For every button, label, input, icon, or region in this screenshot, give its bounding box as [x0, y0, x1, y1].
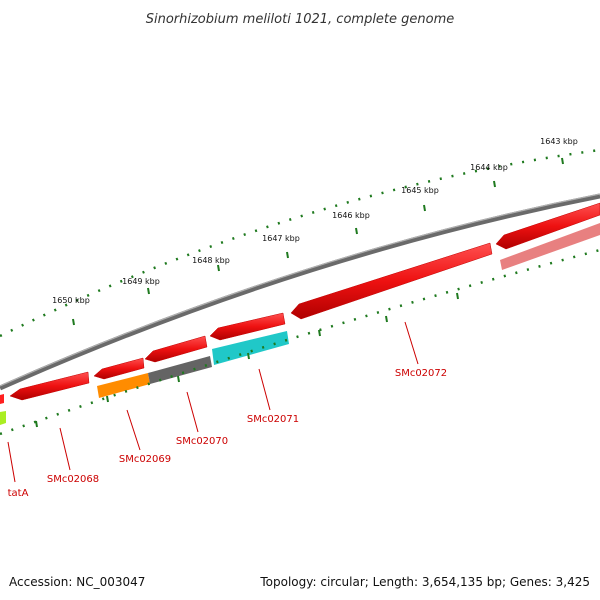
- cog-segment-orange: [97, 373, 150, 398]
- cog-segment-cyan: [212, 331, 289, 365]
- gene-SMc02070[interactable]: [144, 335, 208, 363]
- gene-SMc02071[interactable]: [209, 312, 286, 341]
- gene-label-SMc02070: SMc02070: [176, 436, 228, 447]
- gene-tatA[interactable]: [0, 394, 4, 404]
- outer-scale-ticks: [72, 157, 564, 326]
- cog-segment-gray: [148, 356, 212, 384]
- scale-label-1650: 1650 kbp: [52, 296, 90, 305]
- scale-label-1649: 1649 kbp: [122, 277, 160, 286]
- accession-text: Accession: NC_003047: [9, 575, 145, 589]
- gene-label-SMc02069: SMc02069: [119, 454, 171, 465]
- scale-label-1643: 1643 kbp: [540, 137, 578, 146]
- genome-backbone: [0, 193, 600, 391]
- map-title: Sinorhizobium meliloti 1021, complete ge…: [146, 12, 455, 27]
- cog-track: [0, 223, 600, 425]
- inner-scale-ticks: [35, 292, 459, 428]
- cog-segment-lime: [0, 411, 6, 425]
- gene-label-SMc02068: SMc02068: [47, 474, 99, 485]
- scale-label-1647: 1647 kbp: [262, 234, 300, 243]
- gene-SMc02068[interactable]: [9, 371, 90, 401]
- gene-right-edge[interactable]: [495, 202, 600, 250]
- gene-track: [0, 202, 600, 404]
- gene-label-SMc02072: SMc02072: [395, 368, 447, 379]
- gene-label-tatA: tatA: [8, 488, 29, 499]
- scale-label-1645: 1645 kbp: [401, 186, 439, 195]
- scale-label-1646: 1646 kbp: [332, 211, 370, 220]
- gene-SMc02072[interactable]: [290, 242, 493, 320]
- gene-SMc02069[interactable]: [93, 357, 145, 380]
- scale-label-1644: 1644 kbp: [470, 163, 508, 172]
- genome-summary-text: Topology: circular; Length: 3,654,135 bp…: [259, 575, 590, 589]
- label-leaders: [7, 321, 419, 483]
- gene-label-SMc02071: SMc02071: [247, 414, 299, 425]
- inner-scale-arc: [0, 248, 600, 436]
- cog-segment-pink: [500, 223, 600, 270]
- scale-label-1648: 1648 kbp: [192, 256, 230, 265]
